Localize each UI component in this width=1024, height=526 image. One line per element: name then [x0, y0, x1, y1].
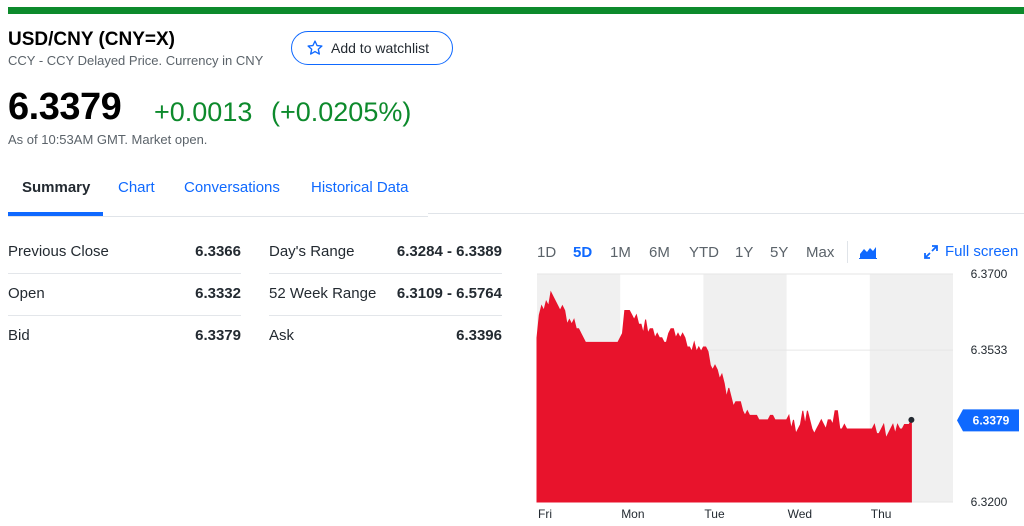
x-tick-label: Thu: [871, 507, 892, 521]
stat-previous-close: Previous Close 6.3366: [8, 231, 241, 274]
stat-value: 6.3109 - 6.5764: [396, 285, 502, 302]
full-screen-label: Full screen: [945, 243, 1019, 260]
top-accent-bar: [8, 7, 1024, 14]
tabs-divider: [428, 213, 1024, 214]
current-price: 6.3379: [8, 86, 122, 128]
stat-label: Ask: [269, 327, 295, 344]
stat-label: 52 Week Range: [269, 285, 377, 302]
stat-ask: Ask 6.3396: [269, 315, 502, 357]
watchlist-label: Add to watchlist: [331, 40, 430, 56]
y-tick-label: 6.3533: [971, 343, 1008, 357]
quote-subtitle: CCY - CCY Delayed Price. Currency in CNY: [8, 53, 264, 68]
range-1y-button[interactable]: 1Y: [735, 244, 754, 261]
range-1d-button[interactable]: 1D: [537, 244, 557, 261]
y-tick-label: 6.3700: [971, 268, 1008, 281]
stat-label: Open: [8, 285, 45, 302]
mountain-chart-icon[interactable]: [859, 246, 877, 259]
stat-label: Bid: [8, 327, 30, 344]
stat-label: Day's Range: [269, 243, 355, 260]
stat-value: 6.3379: [195, 327, 241, 344]
stat-bid: Bid 6.3379: [8, 315, 241, 357]
stat-days-range: Day's Range 6.3284 - 6.3389: [269, 231, 502, 274]
stat-value: 6.3284 - 6.3389: [396, 243, 502, 260]
stat-value: 6.3332: [195, 285, 241, 302]
current-value-label: 6.3379: [973, 413, 1010, 427]
x-tick-label: Fri: [538, 507, 552, 521]
controls-divider: [847, 241, 848, 263]
add-to-watchlist-button[interactable]: Add to watchlist: [291, 31, 453, 65]
x-tick-label: Mon: [621, 507, 644, 521]
x-tick-label: Wed: [788, 507, 812, 521]
price-change: +0.0013: [154, 97, 253, 127]
stat-open: Open 6.3332: [8, 273, 241, 316]
stat-value: 6.3396: [456, 327, 502, 344]
tab-conversations[interactable]: Conversations: [184, 179, 280, 196]
y-tick-label: 6.3200: [971, 495, 1008, 509]
range-ytd-button[interactable]: YTD: [689, 244, 719, 261]
stat-label: Previous Close: [8, 243, 109, 260]
price-area-series[interactable]: [536, 290, 912, 503]
range-1m-button[interactable]: 1M: [610, 244, 631, 261]
star-icon: [307, 40, 323, 55]
tab-chart[interactable]: Chart: [118, 179, 155, 196]
range-5y-button[interactable]: 5Y: [770, 244, 789, 261]
quote-title: USD/CNY (CNY=X): [8, 29, 175, 50]
range-max-button[interactable]: Max: [806, 244, 835, 261]
price-change-percent: (+0.0205%): [271, 97, 412, 127]
x-tick-label: Tue: [704, 507, 725, 521]
range-6m-button[interactable]: 6M: [649, 244, 670, 261]
current-value-flag: [957, 409, 1019, 432]
last-price-dot: [908, 416, 915, 423]
price-chart[interactable]: 6.3700 6.3533 6.3200 6.3379 Fri Mon Tue Wed Thu: [533, 268, 1023, 524]
expand-icon: [924, 244, 938, 259]
range-5d-button[interactable]: 5D: [573, 244, 593, 261]
full-screen-button[interactable]: Full screen: [924, 243, 1018, 260]
tab-summary[interactable]: Summary: [22, 179, 91, 196]
stat-52-week-range: 52 Week Range 6.3109 - 6.5764: [269, 273, 502, 316]
as-of-timestamp: As of 10:53AM GMT. Market open.: [8, 132, 208, 147]
tab-historical-data[interactable]: Historical Data: [311, 179, 409, 196]
stat-value: 6.3366: [195, 243, 241, 260]
active-tab-indicator: [8, 212, 103, 216]
quote-tabs: Summary Chart Conversations Historical D…: [8, 168, 428, 217]
